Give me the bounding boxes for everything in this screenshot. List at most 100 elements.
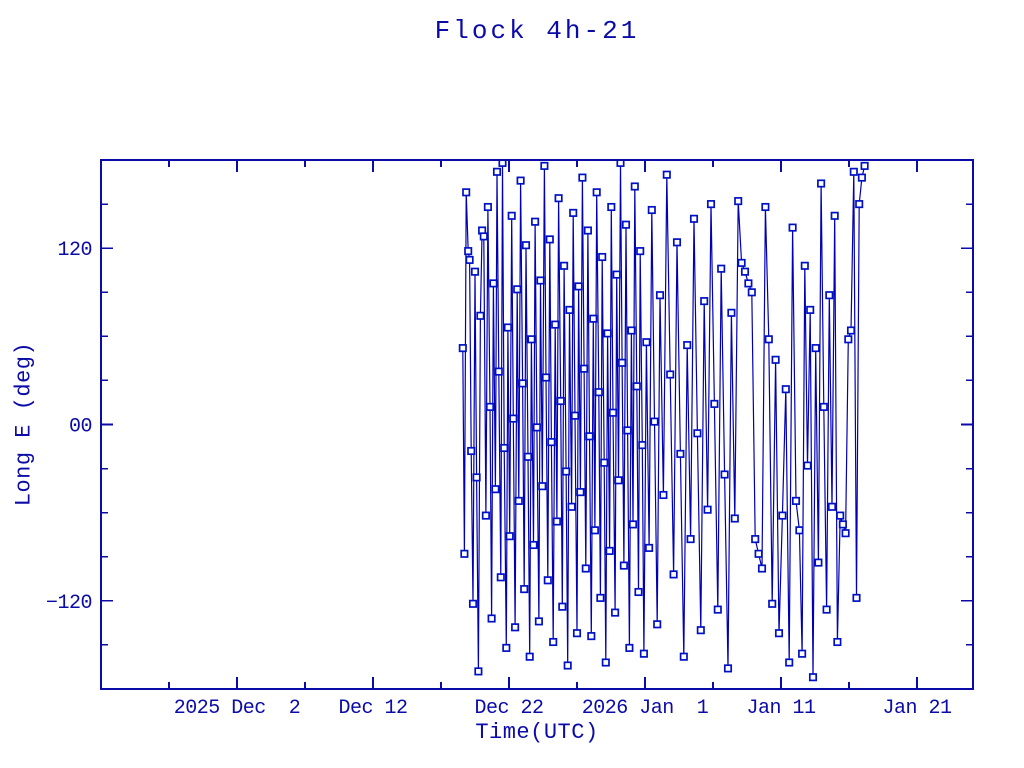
data-point-marker [700, 297, 709, 306]
data-point-marker [844, 335, 853, 344]
data-point-marker [771, 355, 780, 364]
data-point-marker [556, 396, 565, 406]
data-point-marker [558, 602, 567, 611]
data-point-marker [465, 255, 474, 264]
axis-ticks [101, 160, 973, 689]
data-point-marker [669, 570, 678, 579]
data-point-marker [653, 620, 662, 629]
data-point-marker [730, 514, 739, 523]
data-point-marker [607, 202, 616, 212]
tick-labels: 2025 Dec 2 Dec 12 Dec 22 2026 Jan 1 Jan 11 Ja… [46, 239, 953, 720]
data-point-marker [534, 617, 543, 626]
data-point-marker [590, 526, 599, 535]
data-point-marker [676, 449, 685, 458]
data-point-marker [567, 502, 576, 511]
data-point-marker [536, 276, 545, 285]
data-point-marker [761, 202, 770, 212]
data-point-marker [827, 502, 837, 511]
data-point-marker [785, 658, 794, 667]
data-point-marker [806, 305, 815, 314]
data-point-marker [857, 173, 866, 182]
data-point-marker [529, 540, 538, 550]
data-point-marker [467, 446, 476, 456]
data-point-marker [811, 344, 820, 353]
data-point-marker [860, 161, 869, 170]
data-point-marker [525, 652, 534, 661]
data-point-marker [727, 308, 736, 317]
data-point-marker [788, 223, 797, 232]
data-point-marker [594, 388, 603, 397]
data-point-marker [659, 490, 668, 500]
data-point-marker [723, 664, 733, 673]
data-point-marker [485, 402, 495, 411]
data-point-marker [621, 220, 631, 229]
data-point-marker [541, 373, 551, 382]
data-point-marker [532, 423, 541, 432]
data-point-marker [540, 161, 549, 170]
data-point-marker [513, 285, 522, 294]
data-point-marker [549, 637, 558, 647]
data-point-marker [481, 511, 490, 520]
data-point-marker [808, 673, 818, 682]
data-point-marker [520, 585, 529, 594]
data-point-marker [706, 200, 716, 209]
data-point-marker [581, 564, 590, 573]
data-point-marker [560, 261, 569, 270]
x-tick-label: 2025 Dec 2 [174, 697, 301, 720]
data-point-marker [717, 264, 726, 273]
data-point-marker [516, 176, 525, 185]
data-point-marker [734, 197, 743, 206]
data-point-marker [672, 238, 682, 247]
data-point-marker [605, 546, 614, 555]
data-point-marker [551, 320, 560, 329]
data-point-marker [636, 247, 645, 256]
data-point-marker [554, 194, 563, 203]
data-point-marker [650, 417, 659, 426]
data-point-marker [689, 214, 699, 223]
data-point-marker [511, 623, 520, 632]
x-axis-title: Time(UTC) [475, 720, 599, 745]
data-point-marker [819, 402, 828, 411]
data-point-marker [487, 614, 496, 623]
data-point-marker [822, 605, 831, 614]
data-point-marker [713, 605, 722, 614]
data-point-marker [740, 267, 750, 276]
data-point-marker [774, 629, 784, 638]
data-point-marker [627, 326, 636, 335]
data-point-marker [855, 200, 864, 209]
data-point-marker [791, 496, 801, 505]
data-point-marker [552, 517, 561, 526]
data-point-marker [489, 279, 498, 288]
x-tick-label: Jan 11 [746, 697, 816, 720]
data-point-marker [642, 338, 651, 347]
y-tick-label: −120 [46, 592, 92, 615]
data-point-marker [574, 282, 583, 291]
data-point-marker [491, 485, 500, 494]
data-point-marker [565, 305, 574, 314]
data-point-marker [838, 520, 847, 529]
data-point-marker [470, 267, 480, 276]
data-point-marker [754, 549, 763, 558]
data-point-marker [476, 311, 485, 320]
data-point-marker [830, 211, 839, 220]
data-point-marker [852, 593, 861, 602]
data-point-marker [545, 235, 554, 244]
data-point-marker [498, 161, 507, 167]
data-point-marker [578, 173, 587, 182]
data-point-marker [800, 261, 809, 270]
chart-title: Flock 4h-21 [434, 16, 640, 46]
data-point-marker [521, 241, 531, 250]
data-point-marker [462, 188, 471, 197]
data-line [462, 162, 866, 678]
data-point-marker [795, 526, 804, 535]
data-point-marker [614, 476, 623, 485]
data-point-marker [472, 473, 481, 482]
data-point-marker [458, 344, 467, 353]
data-point-marker [638, 441, 647, 450]
data-point-marker [655, 291, 665, 300]
data-point-marker [693, 429, 702, 438]
y-tick-label: 120 [57, 239, 92, 262]
data-point-marker [468, 599, 478, 608]
x-tick-label: 2026 Jan 1 [582, 697, 709, 720]
